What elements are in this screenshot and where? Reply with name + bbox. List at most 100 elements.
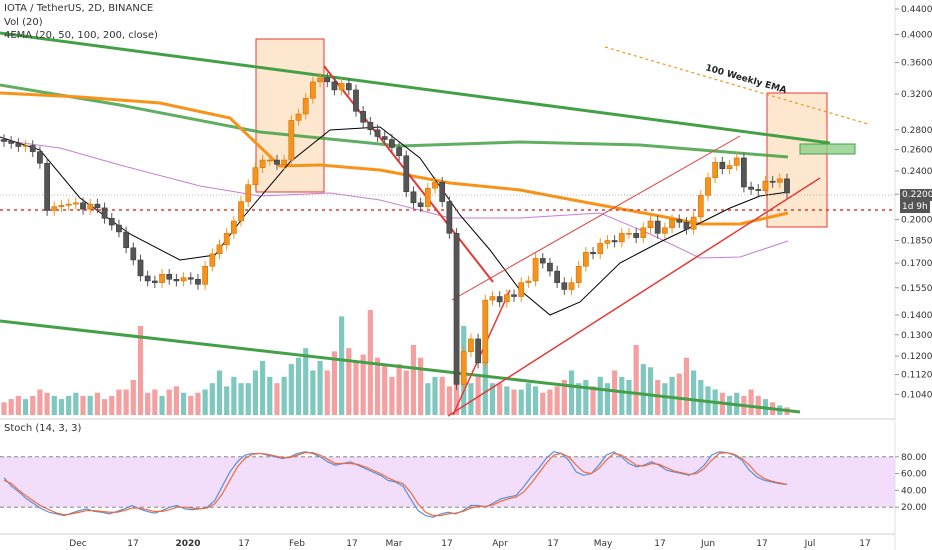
candle-body xyxy=(15,143,22,147)
candle-body xyxy=(345,83,352,91)
volume-bar xyxy=(30,395,36,415)
volume-bar xyxy=(619,376,625,415)
volume-bar xyxy=(317,360,323,415)
volume-bar xyxy=(8,399,14,415)
candle-body xyxy=(575,265,582,283)
candle-body xyxy=(525,280,532,283)
candle-body xyxy=(159,274,165,283)
candle-body xyxy=(324,77,331,83)
candle-body xyxy=(762,180,769,191)
ema-indicator-label: 4EMA (20, 50, 100, 200, close) xyxy=(4,30,158,41)
candle-body xyxy=(496,296,503,303)
volume-bar xyxy=(137,325,144,415)
candle-body xyxy=(274,159,280,165)
candle-body xyxy=(626,233,632,235)
volume-bar xyxy=(410,345,417,415)
volume-bar xyxy=(130,380,136,415)
candle-body xyxy=(116,224,122,233)
candle-body xyxy=(475,338,481,364)
candle-body xyxy=(719,161,726,169)
candle-body xyxy=(101,207,108,219)
time-tick-label: 17 xyxy=(547,539,558,549)
volume-bar xyxy=(94,392,100,415)
stoch-tick-label: 60.00 xyxy=(901,470,927,480)
volume-bar xyxy=(662,383,668,415)
candle-body xyxy=(231,220,237,234)
volume-bar xyxy=(683,357,690,415)
candle-body xyxy=(597,243,604,255)
candle-body xyxy=(152,280,158,283)
last-price-tag: 0.2200 xyxy=(900,189,932,201)
candle-body xyxy=(755,189,762,191)
volume-bar xyxy=(324,370,330,415)
candle-body xyxy=(302,98,309,115)
candle-body xyxy=(288,120,295,161)
volume-bar xyxy=(389,376,395,415)
volume-bar xyxy=(504,386,510,415)
time-tick-label: May xyxy=(594,539,613,549)
volume-bar xyxy=(511,389,517,415)
volume-bar xyxy=(51,395,57,415)
price-tick-label: 0.3200 xyxy=(901,90,932,100)
candle-body xyxy=(144,275,151,282)
candle-body xyxy=(29,145,36,152)
time-tick-label: Jun xyxy=(700,539,715,549)
candle-body xyxy=(539,258,546,264)
candle-body xyxy=(108,218,115,226)
price-tick-label: 0.2000 xyxy=(901,216,932,226)
symbol-title: IOTA / TetherUS, 2D, BINANCE xyxy=(4,3,154,14)
volume-bar xyxy=(252,370,259,415)
channel-lower-line xyxy=(0,319,801,414)
volume-bar xyxy=(633,345,639,415)
candle-body xyxy=(331,81,338,91)
time-tick-label: Jul xyxy=(804,539,816,549)
volume-bar xyxy=(173,386,180,415)
stoch-d-line xyxy=(3,451,788,517)
candle-body xyxy=(561,282,568,290)
candle-body xyxy=(195,279,201,285)
candle-body xyxy=(360,111,367,123)
volume-bar xyxy=(1,402,7,415)
highlight-box xyxy=(255,38,325,193)
candle-body xyxy=(94,203,101,209)
price-tick-label: 0.2400 xyxy=(901,167,932,177)
time-tick-label: Apr xyxy=(492,539,508,549)
candle-body xyxy=(741,157,747,188)
candle-body xyxy=(403,155,410,193)
candle-body xyxy=(705,177,711,196)
candle-body xyxy=(259,159,266,168)
candle-body xyxy=(568,282,575,290)
candle-body xyxy=(669,219,675,229)
volume-bar xyxy=(597,376,603,415)
volume-bar xyxy=(396,364,402,415)
time-tick-label: Feb xyxy=(289,539,305,549)
candle-body xyxy=(640,227,647,238)
channel-upper-line xyxy=(0,31,831,145)
volume-bar xyxy=(482,357,488,415)
volume-bar xyxy=(468,383,474,415)
candle-body xyxy=(65,203,72,206)
volume-bar xyxy=(44,392,50,415)
candle-body xyxy=(367,121,374,131)
countdown-tag: 1d 9h xyxy=(900,201,930,213)
candle-body xyxy=(776,178,783,183)
candle-body xyxy=(252,167,259,185)
candle-body xyxy=(123,231,129,249)
candle-body xyxy=(80,202,86,210)
stoch-tick-label: 40.00 xyxy=(901,486,927,496)
time-tick-label: Mar xyxy=(386,539,403,549)
candle-body xyxy=(468,338,474,352)
volume-bar xyxy=(554,386,560,415)
candle-body xyxy=(554,270,560,283)
candle-body xyxy=(532,258,539,282)
price-tick-label: 0.4000 xyxy=(901,30,932,40)
volume-bar xyxy=(238,383,244,415)
candle-body xyxy=(662,227,668,234)
candle-body xyxy=(690,216,697,230)
target-box xyxy=(799,143,856,155)
candle-body xyxy=(216,244,223,255)
volume-bar xyxy=(166,389,172,415)
candle-body xyxy=(676,219,683,223)
volume-bar xyxy=(58,399,65,415)
volume-bar xyxy=(159,395,165,415)
